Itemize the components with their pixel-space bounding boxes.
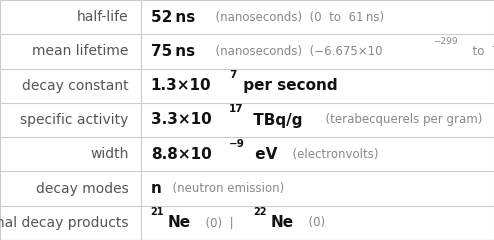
Text: Ne: Ne xyxy=(271,215,294,230)
Text: (neutron emission): (neutron emission) xyxy=(165,182,284,195)
Text: to  77 ns): to 77 ns) xyxy=(464,45,494,58)
Text: width: width xyxy=(90,147,128,161)
Text: decay constant: decay constant xyxy=(22,79,128,93)
Text: n: n xyxy=(151,181,162,196)
Text: (terabecquerels per gram): (terabecquerels per gram) xyxy=(318,114,483,126)
Text: −299: −299 xyxy=(433,37,457,46)
Text: (0)  |: (0) | xyxy=(198,216,241,229)
Text: (nanoseconds)  (−6.675×10: (nanoseconds) (−6.675×10 xyxy=(207,45,382,58)
Text: −9: −9 xyxy=(229,139,245,149)
Text: 21: 21 xyxy=(151,207,164,217)
Text: eV: eV xyxy=(249,147,277,162)
Text: 8.8×10: 8.8×10 xyxy=(151,147,211,162)
Text: 22: 22 xyxy=(253,207,267,217)
Text: TBq/g: TBq/g xyxy=(248,113,302,127)
Text: 17: 17 xyxy=(229,104,244,114)
Text: final decay products: final decay products xyxy=(0,216,128,230)
Text: (0): (0) xyxy=(301,216,325,229)
Text: 52 ns: 52 ns xyxy=(151,10,195,25)
Text: 1.3×10: 1.3×10 xyxy=(151,78,211,93)
Text: 7: 7 xyxy=(229,70,236,80)
Text: (nanoseconds)  (0  to  61 ns): (nanoseconds) (0 to 61 ns) xyxy=(208,11,384,24)
Text: 3.3×10: 3.3×10 xyxy=(151,113,211,127)
Text: Ne: Ne xyxy=(168,215,191,230)
Text: decay modes: decay modes xyxy=(36,182,128,196)
Text: half-life: half-life xyxy=(77,10,128,24)
Text: specific activity: specific activity xyxy=(20,113,128,127)
Text: per second: per second xyxy=(239,78,338,93)
Text: (electronvolts): (electronvolts) xyxy=(285,148,378,161)
Text: mean lifetime: mean lifetime xyxy=(32,44,128,58)
Text: 75 ns: 75 ns xyxy=(151,44,195,59)
